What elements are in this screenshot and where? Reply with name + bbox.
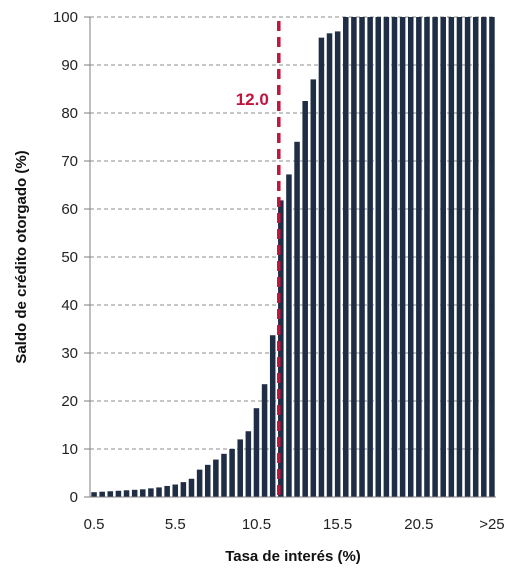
bar (399, 17, 406, 497)
bar (123, 490, 130, 497)
bar (204, 464, 211, 497)
bar (172, 484, 179, 497)
bar (148, 488, 154, 497)
y-tick-label: 30 (61, 345, 78, 362)
y-tick-label: 0 (70, 489, 78, 506)
bar (310, 79, 317, 498)
bar (326, 33, 333, 497)
bar (334, 31, 341, 498)
bar (107, 491, 114, 497)
x-axis-title: Tasa de interés (%) (225, 548, 361, 565)
bar (407, 17, 414, 497)
bar (375, 17, 382, 497)
x-tick-label: 15.5 (323, 516, 352, 533)
bars (91, 17, 495, 498)
y-tick-label: 50 (61, 249, 78, 266)
bar (237, 439, 243, 497)
y-tick-label: 70 (61, 153, 78, 170)
bar (359, 17, 365, 497)
bar (131, 489, 138, 497)
bar (269, 335, 276, 497)
y-tick-label: 10 (61, 441, 78, 458)
bar (196, 469, 203, 497)
bar (115, 490, 122, 497)
bar (245, 431, 252, 497)
y-tick-label: 80 (61, 105, 78, 122)
reference-line-group: 12.0 (236, 21, 281, 497)
bar (367, 17, 373, 497)
bar (343, 17, 349, 497)
x-tick-label: 10.5 (242, 516, 271, 533)
bar (383, 17, 390, 497)
bar (221, 453, 227, 497)
bar (318, 37, 325, 497)
y-tick-label: 20 (61, 393, 78, 410)
bar (188, 478, 195, 497)
y-tick-label: 90 (61, 57, 78, 74)
axes: 0 10 20 30 40 50 60 70 80 90 100 0.5 5.5 10.5 15.5 20.5… (53, 9, 505, 533)
bar (261, 384, 268, 497)
reference-line-label: 12.0 (236, 90, 269, 109)
y-tick-label: 60 (61, 201, 78, 218)
bar (424, 17, 430, 497)
bar (253, 408, 260, 497)
bar (456, 17, 463, 497)
bar (472, 17, 479, 497)
bar (99, 491, 105, 497)
bar (351, 17, 357, 497)
bar (164, 485, 170, 497)
x-tick-label: 20.5 (404, 516, 433, 533)
y-tick-label: 40 (61, 297, 78, 314)
bar (489, 17, 495, 497)
bar (278, 200, 284, 498)
y-axis-title: Saldo de crédito otorgado (%) (13, 150, 30, 363)
bar (481, 17, 487, 497)
bar (416, 17, 422, 497)
bar (294, 141, 300, 498)
bar (432, 17, 438, 497)
bar (302, 101, 308, 497)
bar (391, 17, 398, 497)
bar (91, 492, 97, 497)
x-tick-label: 5.5 (165, 516, 186, 533)
x-tick-label: 0.5 (84, 516, 105, 533)
bar (180, 482, 187, 497)
bar (448, 17, 455, 497)
bar (229, 449, 235, 497)
bar (464, 17, 471, 497)
y-tick-label: 100 (53, 9, 78, 26)
bar (156, 487, 162, 497)
bar (140, 489, 146, 497)
bar (286, 174, 292, 497)
bar (213, 459, 219, 497)
x-tick-label: >25 (479, 516, 504, 533)
bar (440, 17, 446, 497)
